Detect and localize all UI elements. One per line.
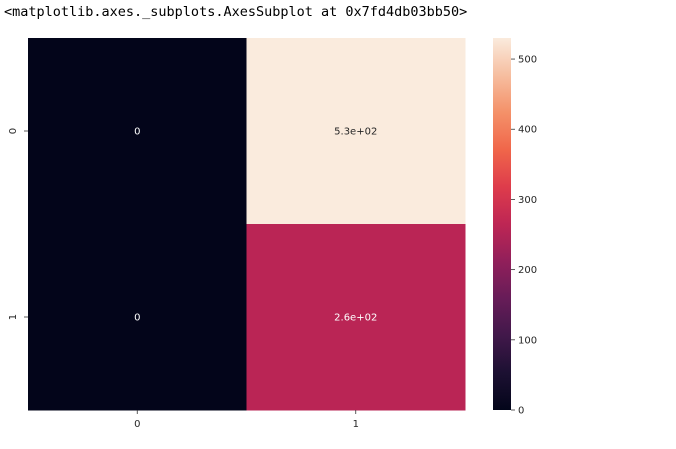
colorbar-tick-label-4: 400 [518,125,537,136]
output-repr-text: <matplotlib.axes._subplots.AxesSubplot a… [4,4,468,20]
colorbar-gradient [493,38,511,410]
y-tick-label-1: 1 [8,314,19,320]
colorbar-tick-label-1: 100 [518,335,537,346]
heatmap-cell-r0-c1 [246,38,466,225]
x-tick-label-0: 0 [134,419,140,430]
cell-annotation-r0-c0: 0 [134,127,140,138]
heatmap-cell-r1-c0 [28,224,247,411]
x-tick-label-1: 1 [353,419,359,430]
colorbar-tick-label-3: 300 [518,195,537,206]
y-axis: 01 [8,128,28,320]
heatmap-cell-r0-c0 [28,38,247,225]
colorbar: 0 100 200 300 400 500 [493,38,537,417]
y-tick-label-0: 0 [8,128,19,134]
heatmap-cell-r1-c1 [246,224,466,411]
cell-annotations: 0 5.3e+02 0 2.6e+02 [134,127,377,324]
colorbar-tick-label-2: 200 [518,265,537,276]
cell-annotation-r1-c0: 0 [134,313,140,324]
cell-annotation-r1-c1: 2.6e+02 [334,313,377,324]
colorbar-tick-label-0: 0 [518,406,524,417]
colorbar-tick-label-5: 500 [518,55,537,66]
heatmap-cells [28,38,466,411]
cell-annotation-r0-c1: 5.3e+02 [334,127,377,138]
